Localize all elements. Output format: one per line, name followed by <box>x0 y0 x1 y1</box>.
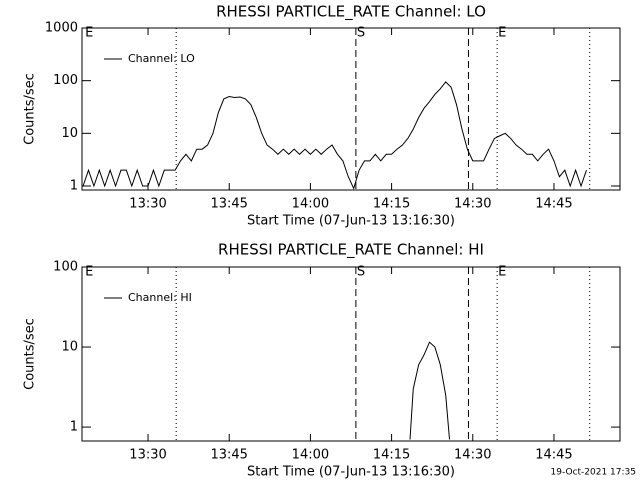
panel: RHESSI PARTICLE_RATE Channel: LO Start Ti… <box>23 3 621 229</box>
x-tick-label: 14:00 <box>292 197 329 212</box>
x-tick-label: 13:45 <box>210 448 247 463</box>
legend-label: Channel: LO <box>128 52 195 65</box>
y-tick-label: 100 <box>53 260 78 275</box>
chart-title: RHESSI PARTICLE_RATE Channel: HI <box>218 241 484 260</box>
plot-frame <box>81 27 621 191</box>
x-axis-label: Start Time (07-Jun-13 13:16:30) <box>247 465 455 480</box>
x-tick-label: 14:30 <box>454 448 491 463</box>
y-tick-label: 1 <box>70 179 78 194</box>
x-tick-label: 13:30 <box>129 197 166 212</box>
marker-label: E <box>498 265 506 280</box>
footer-date: 19-Oct-2021 17:35 <box>551 468 636 478</box>
x-axis-label: Start Time (07-Jun-13 13:16:30) <box>247 214 455 229</box>
y-tick-label: 10 <box>61 126 78 141</box>
x-tick-label: 13:45 <box>210 197 247 212</box>
marker-label: E <box>85 265 93 280</box>
plot-frame <box>81 266 621 442</box>
y-tick-label: 1000 <box>45 21 78 36</box>
marker-label: E <box>85 26 93 41</box>
x-tick-label: 13:30 <box>129 448 166 463</box>
marker-label: S <box>357 26 365 41</box>
y-tick-label: 10 <box>61 340 78 355</box>
y-tick-label: 100 <box>53 73 78 88</box>
marker-label: E <box>498 26 506 41</box>
y-axis-label: Counts/sec <box>23 73 38 145</box>
x-tick-label: 14:00 <box>292 448 329 463</box>
data-line <box>82 81 587 190</box>
x-tick-label: 14:15 <box>373 197 410 212</box>
marker-label: S <box>357 265 365 280</box>
panel: RHESSI PARTICLE_RATE Channel: HI Start Ti… <box>23 241 621 480</box>
y-tick-label: 1 <box>70 420 78 435</box>
legend-label: Channel: HI <box>128 291 192 304</box>
x-tick-label: 14:45 <box>535 448 572 463</box>
x-tick-label: 14:30 <box>454 197 491 212</box>
chart-title: RHESSI PARTICLE_RATE Channel: LO <box>216 3 486 22</box>
data-line <box>409 341 451 440</box>
x-tick-label: 14:15 <box>373 448 410 463</box>
x-tick-label: 14:45 <box>535 197 572 212</box>
y-axis-label: Counts/sec <box>23 318 38 390</box>
